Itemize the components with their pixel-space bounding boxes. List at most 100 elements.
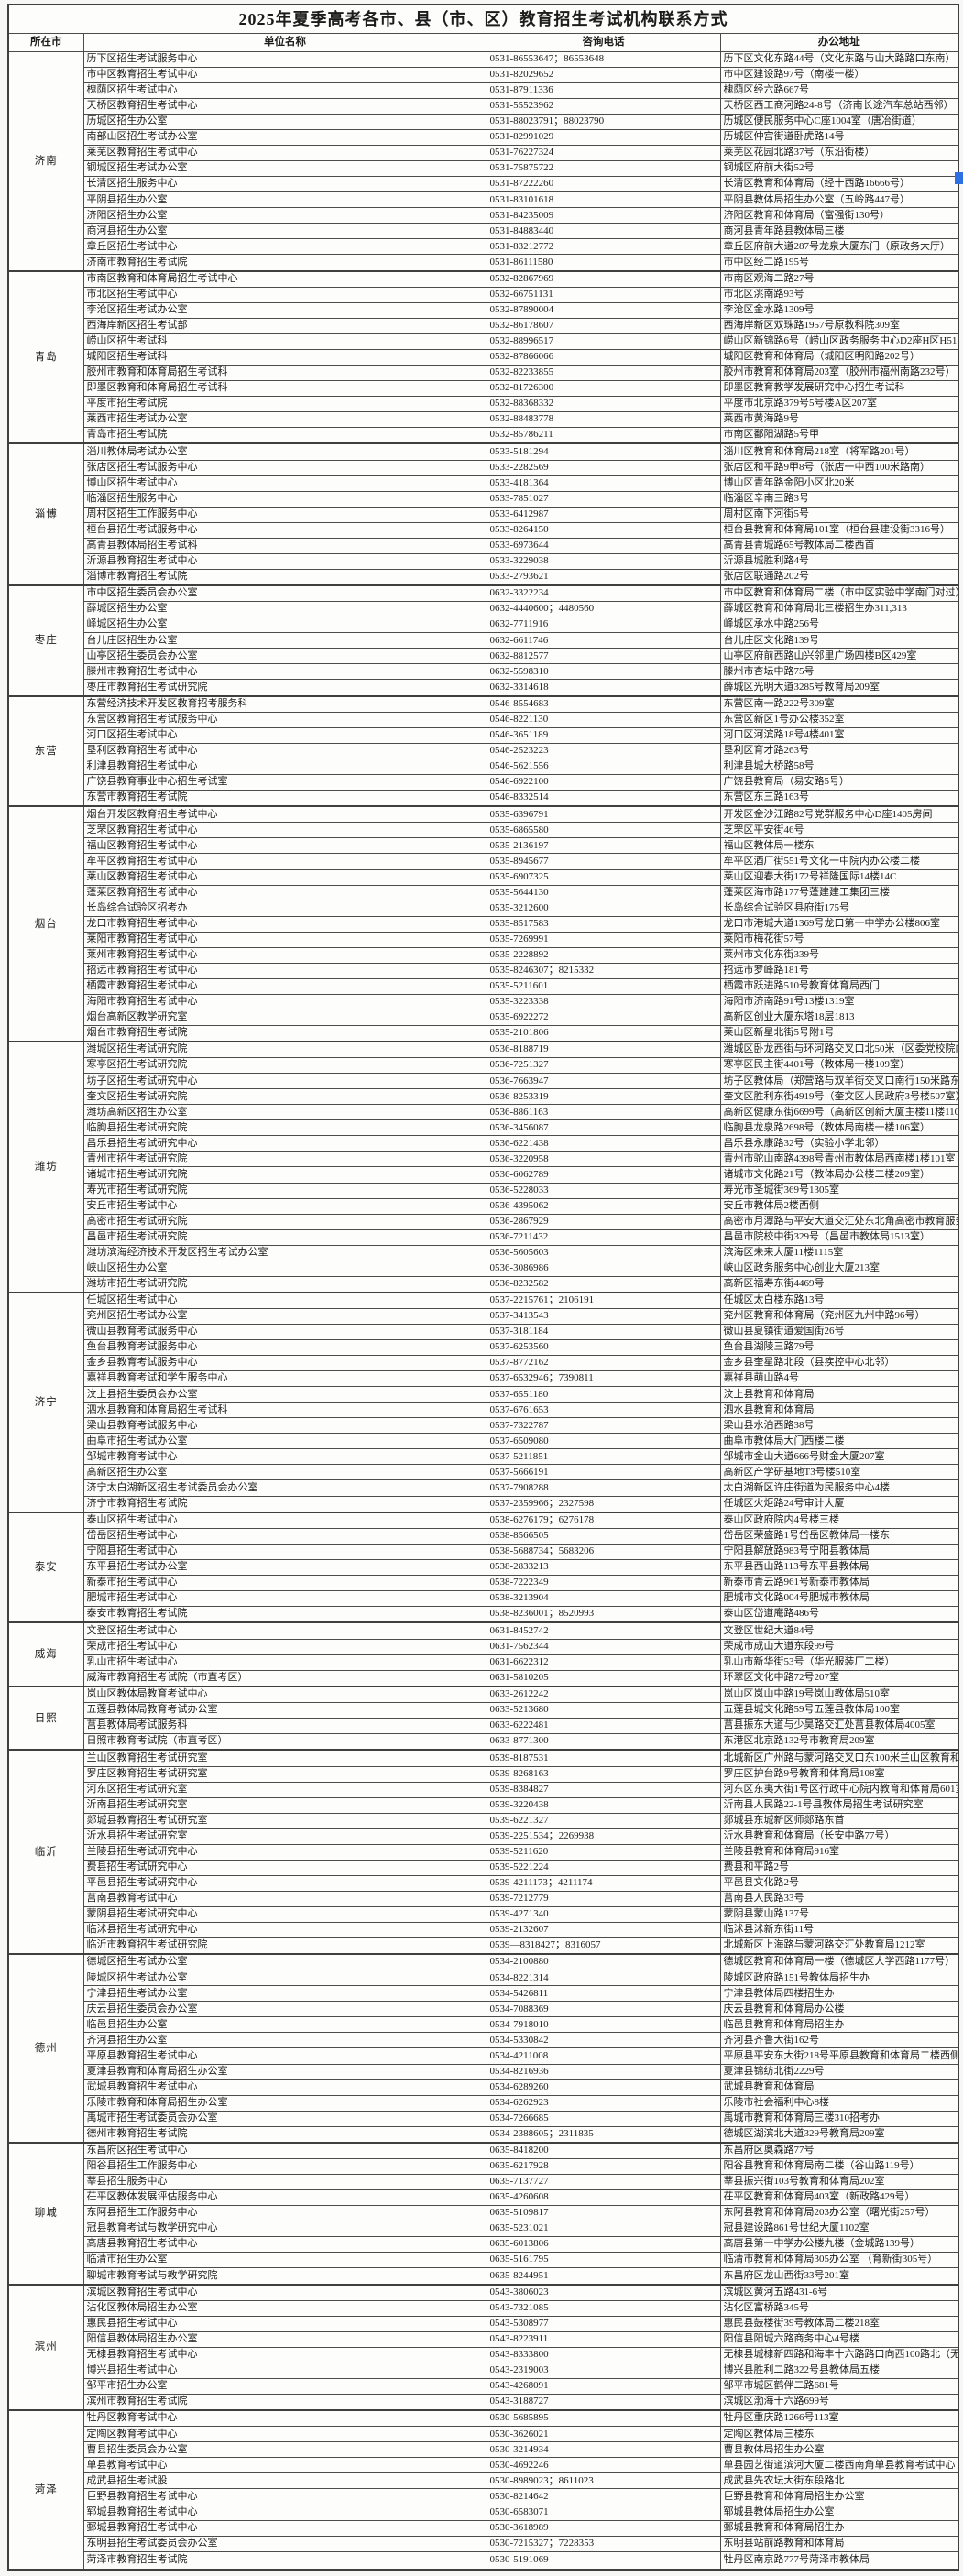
phone-cell: 0633-8771300 (486, 1733, 721, 1751)
unit-name-cell: 任城区招生考试中心 (82, 1291, 487, 1310)
phone-cell: 0533-2793621 (486, 568, 721, 586)
unit-name-cell: 福山区教育招生考试中心 (82, 837, 487, 855)
unit-name-cell: 钢城区招生考试办公室 (82, 160, 487, 178)
table-row: 牟平区教育招生考试中心 0535-8945677 牟平区酒厂街551号文化一中院内办… (8, 853, 959, 870)
table-row: 泰安市教育招生考试院 0538-8236001；8520993 泰山区岱道庵路486… (8, 1606, 959, 1623)
address-cell: 东港区北京路132号市教育局209室 (719, 1733, 959, 1751)
address-cell: 泰山区岱道庵路486号 (719, 1606, 959, 1623)
phone-cell: 0537-3413543 (486, 1308, 721, 1326)
table-row: 山亭区招生委员会办公室 0632-8812577 山亭区府前西路山兴邻里广场四楼B区… (8, 648, 959, 665)
unit-name-cell: 平邑县招生考试研究中心 (82, 1874, 487, 1892)
unit-name-cell: 崂山区招生考试科 (82, 333, 487, 350)
table-row: 鱼台县教育考试服务中心 0537-6253560 鱼台县湖陵三路79号 (8, 1339, 959, 1357)
phone-cell: 0537-6253560 (486, 1339, 721, 1357)
table-row: 槐荫区招生考试中心 0531-87911336 槐荫区经六路667号 (8, 82, 959, 100)
unit-name-cell: 金乡县教育考试服务中心 (82, 1355, 487, 1372)
unit-name-cell: 泰安市教育招生考试院 (82, 1606, 487, 1623)
table-row: 烟台 烟台开发区教育招生考试中心 0535-6396791 开发区金沙江路82号党群服… (7, 805, 959, 1042)
address-cell: 滨城区黄河五路431-6号 (719, 2283, 959, 2301)
table-row: 市北区招生考试中心 0532-66751131 市北区洮南路93号 (8, 286, 959, 303)
address-cell: 牡丹区重庆路1266号113室 (719, 2409, 959, 2428)
phone-cell: 0631-7562344 (486, 1638, 721, 1655)
table-row: 广饶县教育事业中心招生考试室 0546-6922100 广饶县教育局（易安路5号） (8, 773, 959, 791)
phone-cell: 0536-3220958 (486, 1151, 721, 1168)
table-row: 坊子区招生考试研究中心 0536-7663947 坊子区教体局（郑营路与双羊街交叉口… (8, 1073, 959, 1090)
unit-name-cell: 潍坊高新区招生办公室 (82, 1104, 487, 1121)
unit-name-cell: 烟台开发区教育招生考试中心 (82, 805, 487, 824)
address-cell: 东平县西山路113号东平县教体局 (719, 1558, 959, 1577)
table-row: 冠县教育考试与教学研究中心 0635-5231021 冠县建设路861号世纪大厦11… (8, 2221, 959, 2238)
address-cell: 郯城县东城新区师郯路东首 (719, 1812, 959, 1829)
table-row: 张店区招生考试服务中心 0533-2282569 张店区和平路9甲8号（张店一中西1… (8, 459, 959, 476)
phone-cell: 0534-6289260 (486, 2079, 721, 2096)
table-row: 夏津县教育和体育局招生办公室 0534-8216936 夏津县锦纺北街2229号 (8, 2063, 959, 2080)
phone-cell: 0532-85786211 (486, 427, 721, 444)
unit-name-cell: 昌邑市招生考试研究院 (82, 1228, 487, 1246)
unit-name-cell: 栖霞市教育招生考试中心 (82, 977, 487, 995)
phone-cell: 0539-3220438 (486, 1796, 721, 1814)
unit-name-cell: 东营市教育招生考试院 (82, 789, 487, 807)
city-cell: 济宁 (7, 1291, 84, 1513)
address-cell: 牟平区酒厂街551号文化一中院内办公楼二楼 (719, 853, 959, 870)
address-cell: 即墨区教育教学发展研究中心招生考试科 (719, 380, 959, 398)
table-row: 无棣县教育招生考试中心 0543-8333800 无棣县城棣新四路和海丰十六路路口向… (8, 2346, 959, 2363)
unit-name-cell: 鱼台县教育考试服务中心 (82, 1339, 487, 1357)
phone-cell: 0532-86178607 (486, 317, 721, 334)
address-cell: 博兴县胜利二路322号县教体局五楼 (719, 2362, 959, 2379)
unit-name-cell: 夏津县教育和体育局招生办公室 (82, 2063, 487, 2080)
address-cell: 曲阜市教体局大门西楼二楼 (719, 1433, 959, 1450)
table-row: 济宁 任城区招生考试中心 0537-2215761；2106191 任城区太白楼东路1… (7, 1291, 959, 1513)
unit-name-cell: 平度市招生考试院 (82, 396, 487, 413)
phone-cell: 0537-5211851 (486, 1448, 721, 1466)
address-cell: 淄川区教育和体育局218室（将军路201号） (719, 442, 959, 461)
address-cell: 蒙阴县蒙山路137号 (719, 1905, 959, 1923)
unit-name-cell: 台儿庄区招生办公室 (82, 632, 487, 649)
table-row: 临淄区招生服务中心 0533-7851027 临淄区辛南三路3号 (8, 490, 959, 508)
address-cell: 环翠区文化中路72号207室 (719, 1669, 959, 1687)
phone-cell: 0532-88996517 (486, 333, 721, 350)
unit-name-cell: 临朐县招生考试研究院 (82, 1119, 487, 1137)
unit-name-cell: 济宁市教育招生考试院 (82, 1495, 487, 1513)
address-cell: 台儿庄区文化路139号 (719, 632, 959, 649)
phone-cell: 0531-83212772 (486, 238, 721, 256)
phone-cell: 0535-5644130 (486, 884, 721, 901)
unit-name-cell: 沾化区教体局招生办公室 (82, 2299, 487, 2317)
phone-cell: 0635-6217928 (486, 2158, 721, 2176)
table-row: 宁阳县招生考试中心 0538-5688734；5683206 宁阳县解放路983号宁… (8, 1543, 959, 1561)
phone-cell: 0537-2359966；2327598 (486, 1495, 721, 1513)
unit-name-cell: 芝罘区教育招生考试中心 (82, 822, 487, 839)
unit-name-cell: 莱阳市教育招生考试中心 (82, 931, 487, 948)
table-row: 德州市教育招生考试院 0534-2388605；2311835 德城区湖滨北大道32… (8, 2125, 959, 2144)
unit-name-cell: 莘县招生服务中心 (82, 2174, 487, 2191)
address-cell: 高新区产学研基地T3号楼510室 (719, 1464, 959, 1481)
unit-name-cell: 东营经济技术开发区教育招考服务科 (82, 694, 487, 713)
table-row: 海阳市教育招生考试中心 0535-3223338 海阳市济南路91号13楼1319室 (8, 993, 959, 1010)
address-cell: 坊子区教体局（郑营路与双羊街交叉口南行150米路东） (719, 1073, 959, 1090)
phone-cell: 0530-3214934 (486, 2441, 721, 2459)
address-cell: 张店区联通路202号 (719, 568, 959, 586)
phone-cell: 0543-5308977 (486, 2315, 721, 2332)
phone-cell: 0530-7215327；7228353 (486, 2535, 721, 2552)
unit-name-cell: 平阴县招生办公室 (82, 191, 487, 209)
address-cell: 青州市驼山南路4398号青州市教体局西南楼1楼101室 (719, 1151, 959, 1168)
phone-cell: 0530-6583071 (486, 2504, 721, 2521)
phone-cell: 0534-6262923 (486, 2094, 721, 2112)
unit-name-cell: 阳信县教体局招生办公室 (82, 2330, 487, 2348)
unit-name-cell: 新泰市招生考试中心 (82, 1575, 487, 1592)
address-cell: 岚山区岚山中路19号岚山教体局510室 (719, 1685, 959, 1704)
phone-cell: 0534-2100880 (486, 1953, 721, 1971)
table-row: 昌乐县招生考试研究中心 0536-6221438 昌乐县永康路32号（实验小学北邻） (8, 1135, 959, 1152)
phone-cell: 0536-7251327 (486, 1057, 721, 1075)
table-row: 莒南县教育考试中心 0539-7212779 莒南县人民路33号 (8, 1890, 959, 1907)
address-cell: 海阳市济南路91号13楼1319室 (719, 993, 959, 1010)
unit-name-cell: 日照市教育考试院（市直考区） (82, 1733, 487, 1751)
address-cell: 市中区建设路97号（南楼一楼） (719, 67, 959, 84)
address-cell: 李沧区金水路1309号 (719, 301, 959, 319)
address-cell: 莱西市黄海路9号 (719, 411, 959, 429)
phone-cell: 0537-6532946；7390811 (486, 1370, 721, 1388)
unit-name-cell: 滕州市教育招生考试中心 (82, 663, 487, 681)
city-cell: 潍坊 (7, 1041, 84, 1293)
unit-name-cell: 汶上县招生委员会办公室 (82, 1386, 487, 1403)
phone-cell: 0543-2319003 (486, 2362, 721, 2379)
phone-cell: 0532-87866066 (486, 348, 721, 366)
